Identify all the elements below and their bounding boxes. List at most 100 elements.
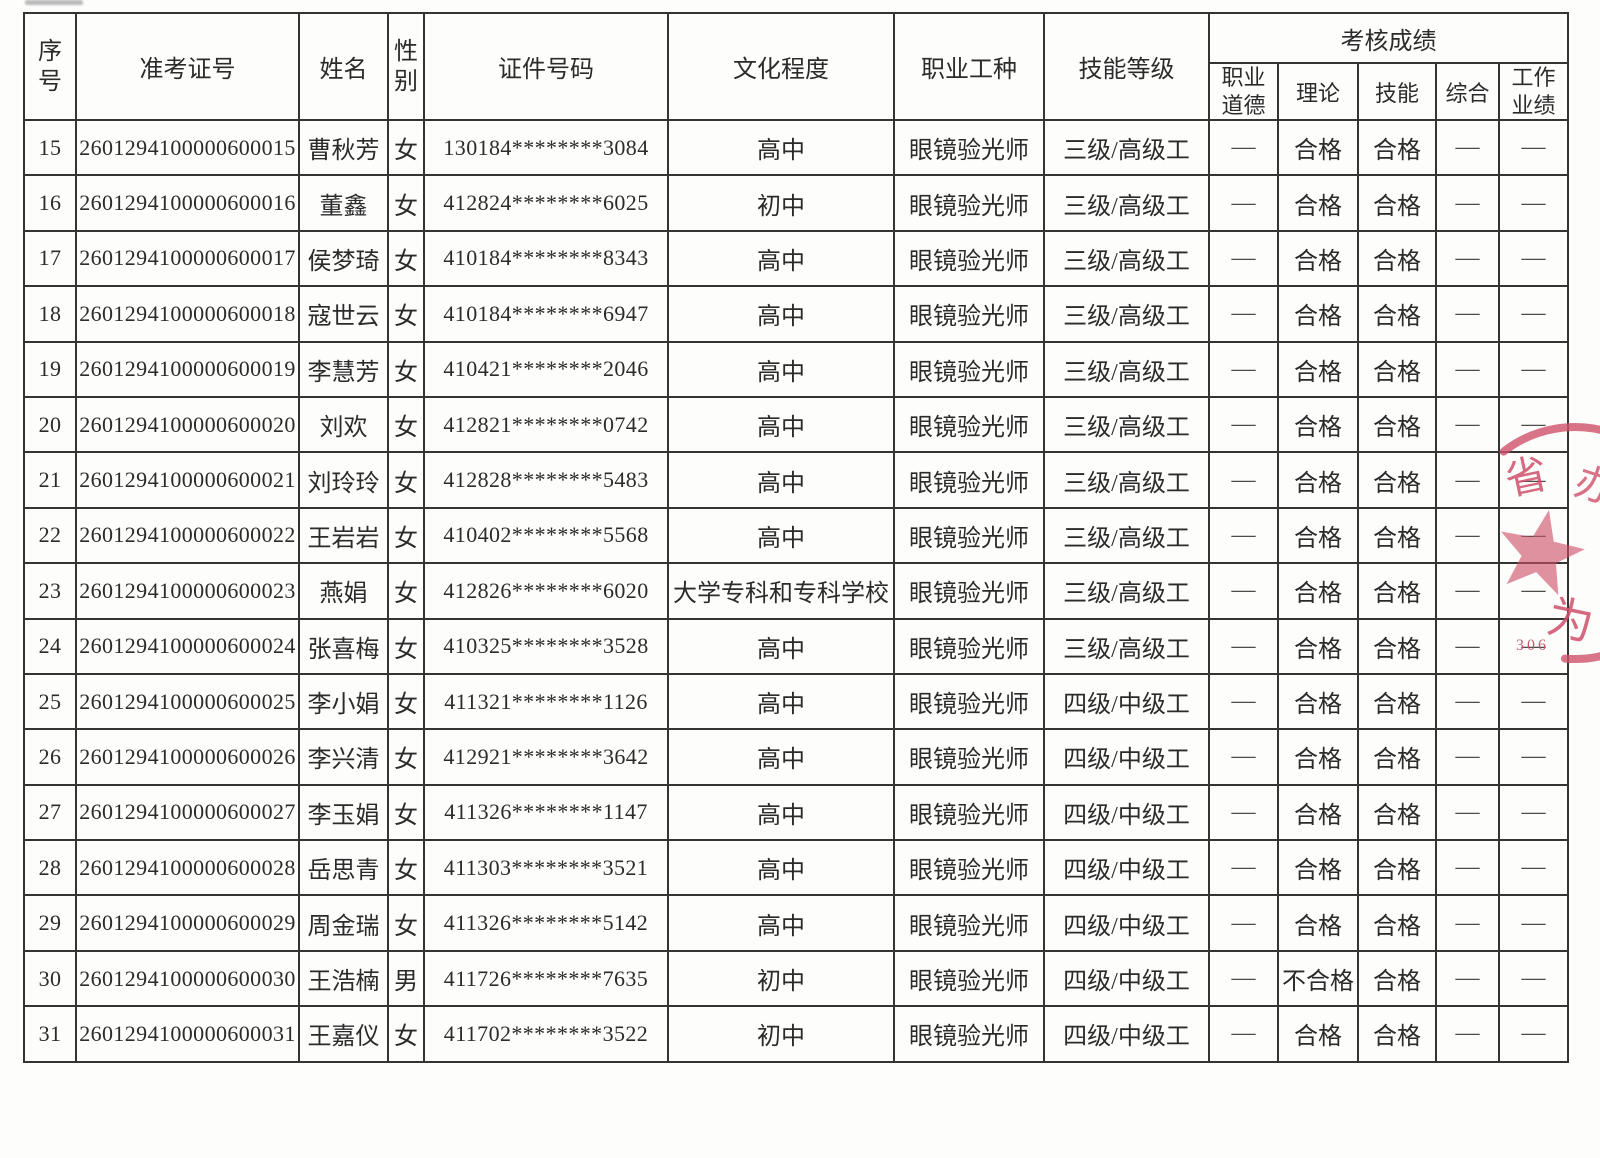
cell-id-number: 130184********3084 [423,118,669,177]
cell-serial: 19 [23,340,77,398]
cell-ethics: — [1208,506,1279,565]
cell-skill: 合格 [1357,118,1437,177]
stamp-char-right: 办 [1569,459,1600,514]
cell-serial: 21 [23,451,77,509]
cell-performance: — [1497,949,1570,1008]
cell-serial: 20 [23,395,77,454]
cell-theory: 不合格 [1277,949,1359,1008]
header-skill: 技能 [1357,62,1437,121]
cell-skill-level: 三级/高级工 [1043,340,1210,398]
header-skill-label: 技能 [1374,80,1419,106]
cell-serial: 29 [23,894,77,952]
cell-gender: 女 [387,617,425,675]
cell-name: 岳思青 [298,839,389,897]
cell-comprehensive: — [1435,839,1500,897]
cell-performance: — [1497,672,1570,731]
cell-id-number: 411726********7635 [423,949,669,1008]
scan-artifact [25,0,83,5]
cell-name: 刘玲玲 [298,451,389,509]
cell-occupation: 眼镜验光师 [893,562,1045,620]
cell-serial: 17 [23,229,77,288]
cell-skill-level: 三级/高级工 [1043,395,1210,454]
cell-performance: — [1497,617,1570,675]
cell-gender: 女 [387,1005,425,1063]
cell-comprehensive: — [1435,783,1500,842]
cell-occupation: 眼镜验光师 [893,783,1045,842]
cell-gender: 女 [387,672,425,731]
header-id-number: 证件号码 [423,12,669,121]
cell-skill-level: 四级/中级工 [1043,949,1210,1008]
cell-theory: 合格 [1277,118,1359,177]
table-row: 15 2601294100000600015 曹秋芳 女 130184*****… [23,118,1570,177]
cell-theory: 合格 [1277,783,1359,842]
cell-comprehensive: — [1435,506,1500,565]
cell-gender: 女 [387,451,425,509]
cell-gender: 女 [387,783,425,842]
cell-id-number: 411326********5142 [423,894,669,952]
cell-id-number: 412824********6025 [423,174,669,232]
cell-performance: — [1497,894,1570,952]
cell-skill: 合格 [1357,229,1437,288]
cell-ticket-no: 2601294100000600018 [75,285,300,343]
cell-name: 刘欢 [298,395,389,454]
cell-name: 王嘉仪 [298,1005,389,1063]
header-ethics-label: 职业道德 [1221,65,1266,118]
cell-occupation: 眼镜验光师 [893,506,1045,565]
cell-id-number: 412828********5483 [423,451,669,509]
results-table: 序号 准考证号 姓名 性别 证件号码 文化程度 职业工种 技能等级 考核成绩 职… [23,12,1570,1063]
cell-theory: 合格 [1277,451,1359,509]
cell-education: 初中 [667,174,895,232]
cell-ethics: — [1208,229,1279,288]
cell-education: 高中 [667,506,895,565]
cell-name: 张喜梅 [298,617,389,675]
cell-name: 王浩楠 [298,949,389,1008]
cell-theory: 合格 [1277,340,1359,398]
cell-comprehensive: — [1435,562,1500,620]
header-occupation: 职业工种 [893,12,1045,121]
cell-education: 高中 [667,783,895,842]
cell-serial: 30 [23,949,77,1008]
cell-occupation: 眼镜验光师 [893,672,1045,731]
table-row: 17 2601294100000600017 侯梦琦 女 410184*****… [23,229,1570,288]
cell-skill-level: 四级/中级工 [1043,839,1210,897]
cell-occupation: 眼镜验光师 [893,451,1045,509]
cell-serial: 31 [23,1005,77,1063]
cell-skill-level: 三级/高级工 [1043,451,1210,509]
header-theory: 理论 [1277,62,1359,121]
cell-gender: 女 [387,728,425,786]
cell-comprehensive: — [1435,672,1500,731]
cell-ticket-no: 2601294100000600025 [75,672,300,731]
table-row: 31 2601294100000600031 王嘉仪 女 411702*****… [23,1005,1570,1063]
cell-education: 高中 [667,839,895,897]
cell-performance: — [1497,783,1570,842]
cell-education: 初中 [667,1005,895,1063]
cell-education: 高中 [667,229,895,288]
cell-ticket-no: 2601294100000600023 [75,562,300,620]
cell-name: 李兴清 [298,728,389,786]
header-ethics: 职业道德 [1208,62,1279,121]
cell-skill-level: 四级/中级工 [1043,1005,1210,1063]
cell-ethics: — [1208,894,1279,952]
cell-theory: 合格 [1277,506,1359,565]
cell-ethics: — [1208,672,1279,731]
cell-skill: 合格 [1357,949,1437,1008]
cell-name: 董鑫 [298,174,389,232]
cell-skill-level: 四级/中级工 [1043,728,1210,786]
cell-ticket-no: 2601294100000600031 [75,1005,300,1063]
cell-comprehensive: — [1435,894,1500,952]
cell-gender: 女 [387,340,425,398]
cell-gender: 女 [387,506,425,565]
cell-ethics: — [1208,174,1279,232]
cell-comprehensive: — [1435,118,1500,177]
header-scores-group: 考核成绩 [1207,12,1570,64]
cell-occupation: 眼镜验光师 [893,617,1045,675]
header-comprehensive: 综合 [1435,62,1500,121]
cell-comprehensive: — [1435,1005,1500,1063]
cell-id-number: 412821********0742 [423,395,669,454]
cell-id-number: 410402********5568 [423,506,669,565]
cell-skill: 合格 [1357,395,1437,454]
cell-skill-level: 三级/高级工 [1043,229,1210,288]
table-row: 22 2601294100000600022 王岩岩 女 410402*****… [23,506,1570,565]
cell-performance: — [1497,562,1570,620]
header-performance-label: 工作业绩 [1511,65,1556,118]
